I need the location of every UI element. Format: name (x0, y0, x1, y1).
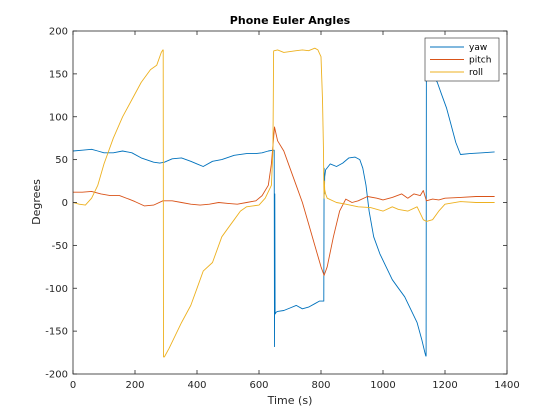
y-tick-label: 50 (55, 155, 68, 166)
y-tick-label: -150 (45, 327, 68, 338)
x-tick-label: 1200 (432, 380, 457, 391)
x-axis-title: Time (s) (267, 394, 313, 407)
x-tick-label: 200 (125, 380, 144, 391)
series-line-roll (72, 47, 495, 358)
x-tick-label: 1400 (494, 380, 519, 391)
y-tick-label: 150 (49, 69, 68, 80)
y-tick-label: -50 (52, 241, 68, 252)
x-tick-label: 1000 (370, 380, 395, 391)
chart-title: Phone Euler Angles (230, 14, 351, 27)
legend-label-roll: roll (469, 68, 483, 78)
x-tick-label: 800 (311, 380, 330, 391)
y-tick-label: -100 (45, 284, 68, 295)
y-tick-label: 200 (49, 27, 68, 38)
series-line-pitch (73, 126, 495, 276)
y-tick-label: 100 (49, 112, 68, 123)
legend-label-pitch: pitch (469, 56, 491, 66)
plot-area (73, 31, 507, 374)
ticks-layer: 0 200 400 600 800 1000 1200 1400-200-150-100-50… (45, 27, 519, 392)
legend: yaw pitch roll (424, 37, 500, 82)
legend-label-yaw: yaw (469, 43, 487, 53)
x-tick-label: 600 (249, 380, 268, 391)
y-tick-label: -200 (45, 370, 68, 381)
x-tick-label: 0 (70, 380, 76, 391)
y-tick-label: 0 (62, 198, 68, 209)
x-tick-label: 400 (187, 380, 206, 391)
y-axis-title: Degrees (30, 179, 43, 225)
